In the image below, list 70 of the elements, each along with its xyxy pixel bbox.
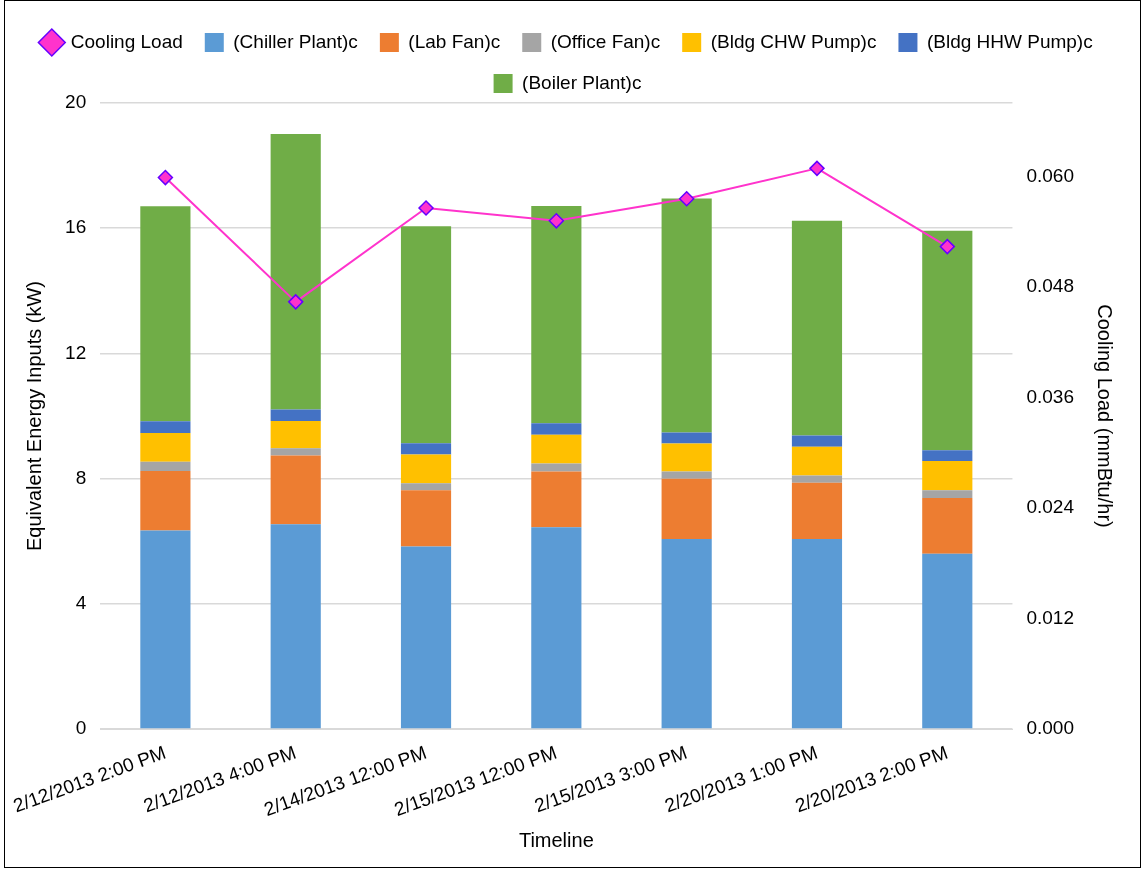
bar [661, 198, 712, 433]
bar [140, 530, 191, 729]
bar [400, 226, 452, 444]
y2-tick-label: 0.060 [1026, 164, 1074, 186]
bar [400, 483, 452, 491]
bar [400, 546, 452, 729]
bar [661, 443, 712, 472]
bar [270, 421, 321, 449]
legend-label: Cooling Load [70, 30, 183, 52]
y2-tick-label: 0.036 [1026, 385, 1074, 407]
bar [791, 475, 843, 483]
legend-label: (Boiler Plant)c [522, 71, 642, 93]
y2-tick-label: 0.024 [1026, 496, 1075, 518]
bar [400, 490, 452, 547]
point [809, 160, 825, 177]
bar [270, 133, 321, 410]
y-tick-label: 8 [75, 466, 87, 488]
x-axis-title: Timeline [518, 828, 594, 851]
point [418, 200, 434, 216]
bar [400, 454, 452, 484]
bar [922, 553, 973, 729]
legend-label: (Bldg HHW Pump)c [926, 30, 1093, 52]
y-tick-label: 0 [75, 717, 87, 739]
bar [661, 432, 712, 444]
bar [791, 539, 843, 729]
point [548, 213, 565, 229]
bar [270, 524, 321, 729]
y-tick-label: 12 [65, 341, 87, 363]
bar [922, 450, 973, 462]
bar [270, 409, 321, 422]
y2-tick-label: 0.012 [1026, 606, 1074, 628]
legend-label: (Lab Fan)c [408, 30, 501, 52]
bar [922, 461, 973, 491]
point [287, 294, 304, 310]
bar [140, 461, 191, 472]
bar [661, 471, 712, 479]
legend-label: (Office Fan)c [550, 30, 661, 52]
bar [531, 471, 582, 528]
point [678, 191, 695, 207]
bar [791, 435, 843, 447]
y-tick-label: 4 [75, 592, 87, 614]
bar [922, 498, 973, 554]
bar [531, 205, 582, 424]
y-tick-label: 20 [65, 91, 87, 113]
point [939, 238, 956, 255]
bar [791, 220, 843, 436]
y-tick-label: 16 [65, 216, 87, 238]
point [157, 169, 174, 186]
y2-tick-label: 0.048 [1026, 275, 1074, 297]
bar [400, 443, 452, 455]
bar [661, 478, 712, 540]
bar [661, 539, 712, 729]
y2-axis-title: Cooling Load (mmBtu/hr) [1094, 304, 1117, 528]
bar [531, 527, 582, 729]
bar [791, 446, 843, 476]
bar [791, 482, 843, 540]
legend-label: (Bldg CHW Pump)c [710, 30, 877, 52]
legend-label: (Chiller Plant)c [233, 30, 358, 52]
bar [531, 423, 582, 435]
bar [922, 490, 973, 499]
bar [140, 471, 191, 531]
bar [140, 206, 191, 422]
bar [270, 448, 321, 456]
bar [531, 434, 582, 464]
bar [922, 230, 973, 451]
bar [140, 421, 191, 433]
y2-tick-label: 0.000 [1026, 717, 1074, 739]
bar [270, 455, 321, 525]
y-axis-title: Equivalent Energy Inputs (kW) [22, 280, 45, 552]
bar [140, 432, 191, 462]
